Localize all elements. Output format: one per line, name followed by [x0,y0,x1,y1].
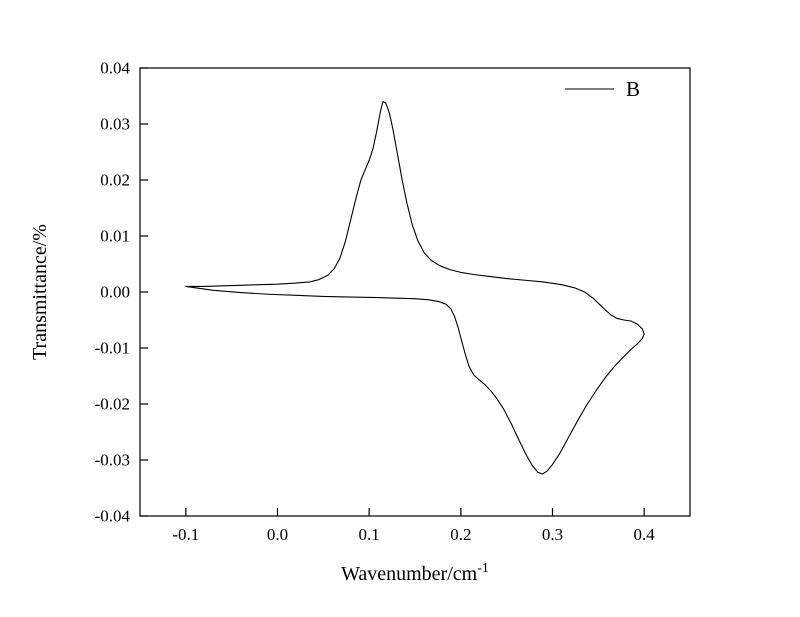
y-tick-label: 0.01 [100,227,130,246]
plot-frame [139,67,691,517]
y-axis-label: Transmittance/% [29,224,51,360]
y-tick-label: 0.02 [100,171,130,190]
x-tick-label: 0.2 [450,525,471,544]
x-tick-label: 0.1 [359,525,380,544]
y-tick-label: -0.02 [95,395,130,414]
y-tick-label: -0.04 [95,507,131,526]
y-tick-label: 0.03 [100,115,130,134]
x-tick-label: -0.1 [172,525,199,544]
x-tick-label: 0.4 [634,525,656,544]
x-axis-label: Wavenumber/cm-1 [341,561,489,585]
y-tick-label: 0.00 [100,283,130,302]
curve-b [185,101,645,475]
x-tick-label: 0.0 [267,525,288,544]
y-tick-label: 0.04 [100,59,130,78]
y-tick-label: -0.03 [95,451,130,470]
x-tick-label: 0.3 [542,525,563,544]
legend-label: B [626,77,640,101]
y-tick-label: -0.01 [95,339,130,358]
